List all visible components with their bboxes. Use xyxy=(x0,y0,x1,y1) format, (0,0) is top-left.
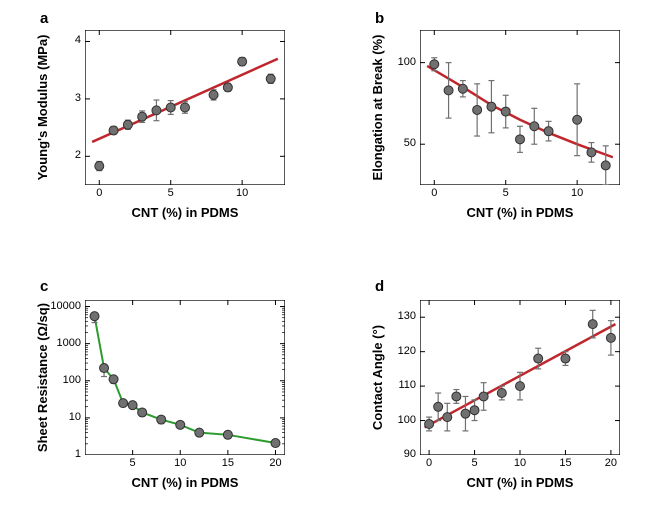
ytick-label: 120 xyxy=(382,345,416,357)
ytick-label: 50 xyxy=(382,137,416,149)
xlabel-a: CNT (%) in PDMS xyxy=(85,205,285,220)
ylabel-d: Contact Angle (°) xyxy=(370,300,385,455)
xlabel-c: CNT (%) in PDMS xyxy=(85,475,285,490)
panel-label-b: b xyxy=(375,10,384,27)
ytick-label: 130 xyxy=(382,310,416,322)
ytick-label: 100 xyxy=(382,56,416,68)
panel-label-d: d xyxy=(375,278,384,295)
xtick-label: 5 xyxy=(123,457,143,469)
ytick-label: 100 xyxy=(47,374,81,386)
panel-a xyxy=(85,30,285,185)
xtick-label: 20 xyxy=(265,457,285,469)
xtick-label: 15 xyxy=(218,457,238,469)
panel-b xyxy=(420,30,620,185)
ylabel-b: Elongation at Break (%) xyxy=(370,30,385,185)
xtick-label: 0 xyxy=(89,187,109,199)
xtick-label: 10 xyxy=(170,457,190,469)
chart-svg-a xyxy=(85,30,285,185)
ytick-label: 110 xyxy=(382,379,416,391)
ytick-label: 100 xyxy=(382,414,416,426)
xtick-label: 20 xyxy=(601,457,621,469)
xtick-label: 0 xyxy=(419,457,439,469)
panel-c xyxy=(85,300,285,455)
figure-root: a b c d Young's Modulus (MPa) CNT (%) in… xyxy=(0,0,660,524)
ylabel-a: Young's Modulus (MPa) xyxy=(35,30,50,185)
ytick-label: 1000 xyxy=(47,337,81,349)
chart-svg-d xyxy=(420,300,620,455)
chart-svg-b xyxy=(420,30,620,185)
xtick-label: 15 xyxy=(555,457,575,469)
ytick-label: 4 xyxy=(47,34,81,46)
xtick-label: 0 xyxy=(424,187,444,199)
xtick-label: 5 xyxy=(496,187,516,199)
ytick-label: 10000 xyxy=(47,300,81,312)
xtick-label: 10 xyxy=(567,187,587,199)
panel-label-a: a xyxy=(40,10,48,27)
xtick-label: 5 xyxy=(161,187,181,199)
ytick-label: 10 xyxy=(47,411,81,423)
ytick-label: 90 xyxy=(382,448,416,460)
xtick-label: 10 xyxy=(232,187,252,199)
ytick-label: 3 xyxy=(47,92,81,104)
ytick-label: 1 xyxy=(47,448,81,460)
xtick-label: 5 xyxy=(465,457,485,469)
panel-label-c: c xyxy=(40,278,48,295)
ytick-label: 2 xyxy=(47,149,81,161)
xlabel-b: CNT (%) in PDMS xyxy=(420,205,620,220)
panel-d xyxy=(420,300,620,455)
chart-svg-c xyxy=(85,300,285,455)
xtick-label: 10 xyxy=(510,457,530,469)
xlabel-d: CNT (%) in PDMS xyxy=(420,475,620,490)
